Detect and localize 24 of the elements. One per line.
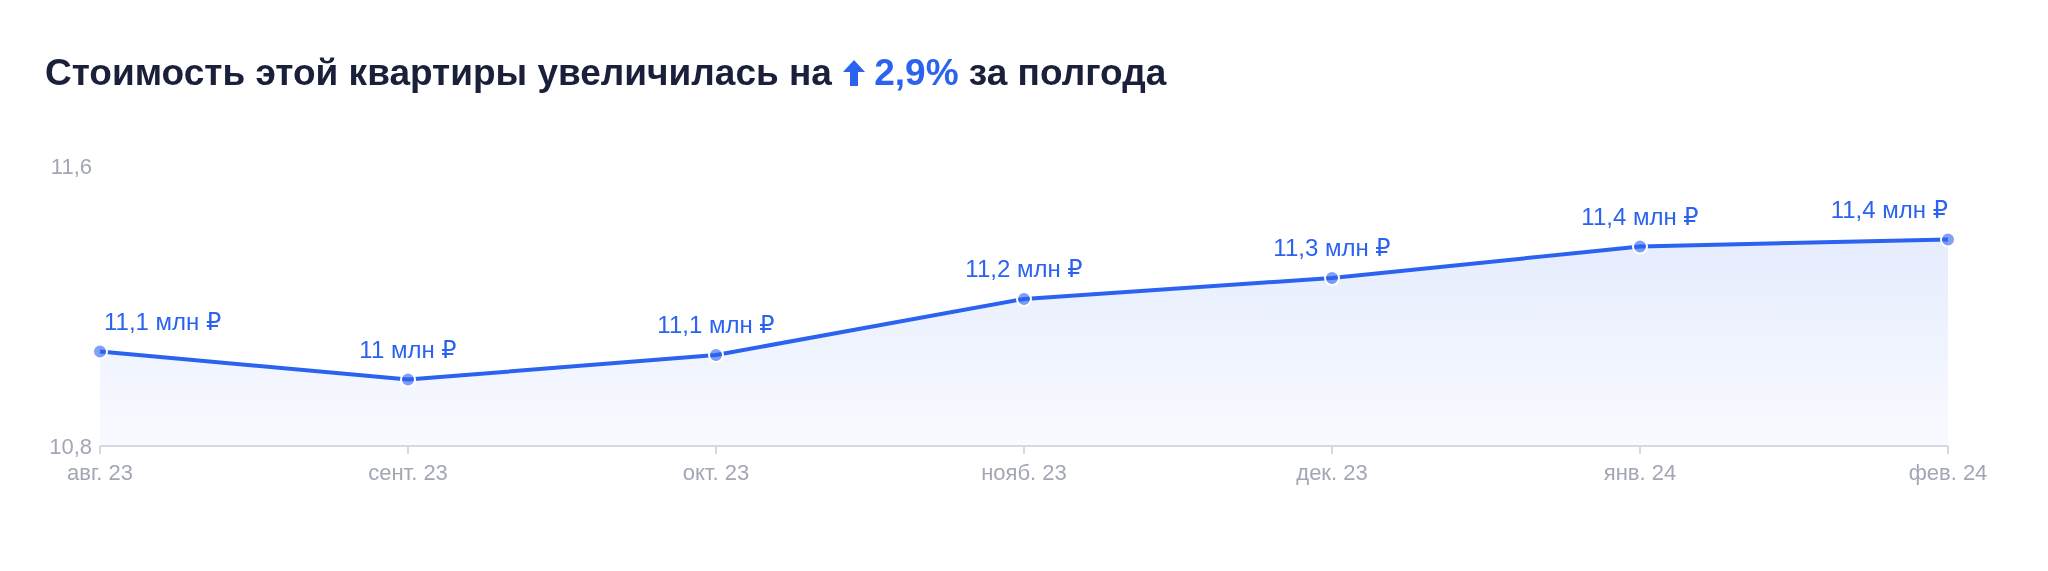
point bbox=[708, 347, 724, 363]
point bbox=[1324, 270, 1340, 286]
x-tick-label: сент. 23 bbox=[368, 459, 448, 485]
x-tick-label: фев. 24 bbox=[1908, 459, 1988, 485]
x-tick-label: дек. 23 bbox=[1296, 459, 1368, 485]
point bbox=[1940, 231, 1956, 248]
point bbox=[1016, 291, 1032, 307]
point bbox=[1632, 238, 1648, 255]
y-tick-label: 10,8 bbox=[49, 433, 92, 459]
x-tick-label: окт. 23 bbox=[682, 459, 750, 485]
point bbox=[400, 371, 416, 388]
data-label: 11,2 млн ₽ bbox=[965, 255, 1083, 282]
x-tick-label: нояб. 23 bbox=[981, 459, 1067, 485]
y-tick-label: 11,6 bbox=[50, 153, 92, 179]
chart-title: Стоимость этой квартиры увеличилась на 2,9% за полгода bbox=[45, 52, 1167, 93]
data-label: 11 млн ₽ bbox=[359, 335, 457, 363]
x-tick-label: янв. 24 bbox=[1603, 459, 1677, 485]
data-label: 11,4 млн ₽ bbox=[1830, 195, 1948, 223]
data-label: 11,3 млн ₽ bbox=[1273, 234, 1391, 261]
point bbox=[92, 343, 108, 360]
x-tick-label: авг. 23 bbox=[67, 459, 133, 485]
data-label: 11,1 млн ₽ bbox=[657, 311, 775, 338]
data-label: 11,1 млн ₽ bbox=[104, 307, 222, 335]
data-label: 11,4 млн ₽ bbox=[1581, 202, 1699, 230]
